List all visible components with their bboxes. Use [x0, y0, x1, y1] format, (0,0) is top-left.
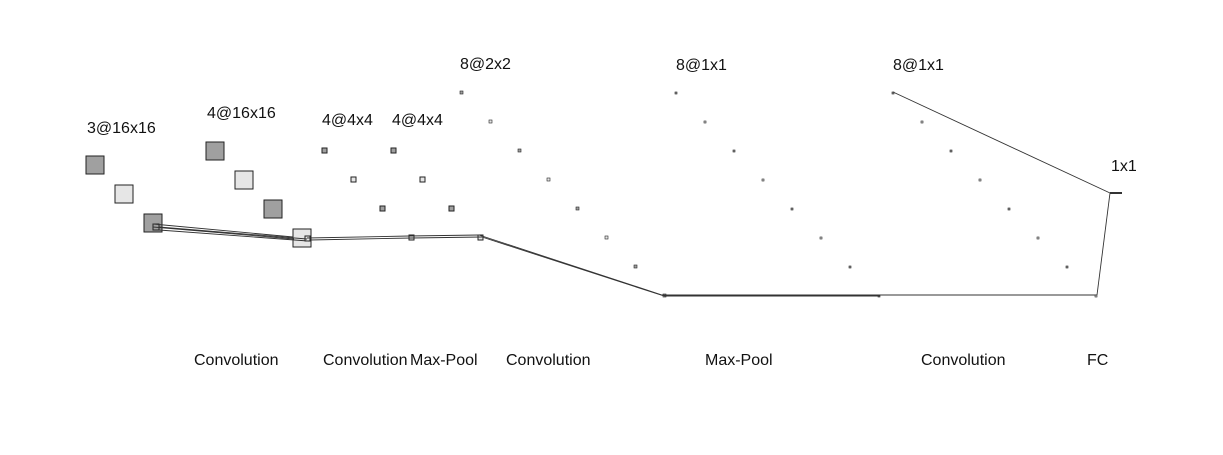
- pool2-feature-map: [703, 120, 707, 124]
- pool2-feature-map: [732, 149, 736, 153]
- conv2-feature-map: [408, 234, 415, 241]
- conv2-feature-map: [379, 205, 386, 212]
- connection-line: [1096, 192, 1111, 296]
- connection-line: [408, 234, 480, 237]
- layer-label-conv4: 8@1x1: [893, 57, 944, 74]
- connection-line: [411, 236, 483, 239]
- pool1-feature-map: [419, 176, 426, 183]
- layer-label-output: 1x1: [1111, 158, 1137, 175]
- connection-line: [158, 226, 308, 240]
- connection-line: [306, 235, 410, 239]
- conv4-feature-map: [920, 120, 924, 124]
- layer-label-pool1: 4@4x4: [392, 112, 443, 129]
- input-feature-map: [114, 184, 134, 204]
- conv4-feature-map: [1007, 207, 1011, 211]
- conv1-feature-map: [234, 170, 254, 190]
- pool2-feature-map: [848, 265, 852, 269]
- conv4-feature-map: [978, 178, 982, 182]
- conv4-feature-map: [1036, 236, 1040, 240]
- connection-line: [892, 91, 1111, 194]
- operation-label-max-pool-1: Max-Pool: [410, 352, 478, 369]
- operation-label-convolution-2: Convolution: [323, 352, 408, 369]
- layer-label-conv3: 8@2x2: [460, 56, 511, 73]
- pool1-feature-map: [448, 205, 455, 212]
- conv3-feature-map: [459, 90, 464, 95]
- conv3-feature-map: [575, 206, 580, 211]
- conv3-feature-map: [517, 148, 522, 153]
- connection-line: [152, 226, 295, 240]
- operation-label-convolution-3: Convolution: [506, 352, 591, 369]
- conv1-feature-map: [263, 199, 283, 219]
- connection-line: [309, 237, 413, 241]
- pool2-feature-map: [674, 91, 678, 95]
- input-feature-map: [85, 155, 105, 175]
- layer-label-pool2: 8@1x1: [676, 57, 727, 74]
- conv3-feature-map: [633, 264, 638, 269]
- connection-line: [152, 223, 294, 238]
- layer-label-conv1: 4@16x16: [207, 105, 276, 122]
- connection-line: [481, 236, 665, 297]
- layer-label-input: 3@16x16: [87, 120, 156, 137]
- operation-label-fc: FC: [1087, 352, 1109, 369]
- pool1-feature-map: [390, 147, 397, 154]
- conv3-feature-map: [604, 235, 609, 240]
- conv4-feature-map: [1065, 265, 1069, 269]
- pool2-feature-map: [819, 236, 823, 240]
- operation-label-convolution-4: Convolution: [921, 352, 1006, 369]
- pool2-feature-map: [790, 207, 794, 211]
- operation-label-convolution-1: Convolution: [194, 352, 279, 369]
- connection-line: [158, 229, 309, 242]
- conv4-feature-map: [949, 149, 953, 153]
- conv2-feature-map: [350, 176, 357, 183]
- conv2-feature-map: [321, 147, 328, 154]
- pool2-feature-map: [761, 178, 765, 182]
- operation-label-max-pool-2: Max-Pool: [705, 352, 773, 369]
- conv3-feature-map: [488, 119, 493, 124]
- layer-label-conv2: 4@4x4: [322, 112, 373, 129]
- conv3-feature-map: [546, 177, 551, 182]
- conv1-feature-map: [205, 141, 225, 161]
